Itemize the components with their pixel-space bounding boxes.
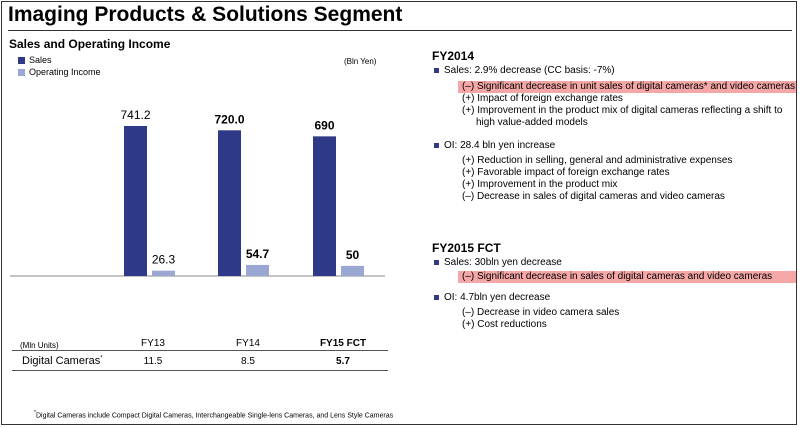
bar-sales-fy15-fct: [313, 136, 336, 276]
fy2014-oi-item-2: (+) Favorable impact of foreign exchange…: [462, 167, 670, 178]
fy2014-sales-item-2: (+) Impact of foreign exchange rates: [462, 93, 623, 104]
bar-operating-income-fy15-fct: [341, 265, 364, 276]
fy2014-sales-item-1: (–) Significant decrease in unit sales o…: [458, 81, 796, 93]
table-row-label: Digital Cameras*: [22, 355, 103, 367]
fy2014-oi-item-3: (+) Improvement in the product mix: [462, 179, 618, 190]
bar-sales-fy14: [218, 130, 241, 276]
fy2014-sales-text: Sales: 2.9% decrease (CC basis: -7%): [444, 65, 615, 76]
fy2014-sales-item-3: (+) Improvement in the product mix of di…: [462, 105, 783, 116]
row-label-text: Digital Cameras: [22, 355, 101, 367]
footnote-marker: *: [34, 410, 36, 416]
bullet-icon: [434, 143, 439, 148]
bullet-icon: [434, 295, 439, 300]
footnote-text: Digital Cameras include Compact Digital …: [35, 412, 394, 420]
fy2014-sales-item-4: high value-added models: [476, 117, 588, 128]
table-col-fy14: FY14: [236, 338, 260, 349]
data-label-sales-fy13: 741.2: [120, 108, 150, 122]
legend-label-operating-income: Operating Income: [29, 67, 101, 77]
table-cell-fy14: 8.5: [241, 356, 255, 367]
fy2015-sales-bullet: Sales: 30bln yen decrease: [434, 257, 562, 268]
table-cell-fy13: 11.5: [143, 356, 163, 367]
data-label-operating-income-fy14: 54.7: [246, 247, 270, 261]
legend-label-sales: Sales: [29, 55, 52, 65]
fy2014-title: FY2014: [432, 49, 475, 63]
table-col-fy13: FY13: [141, 338, 165, 349]
data-label-sales-fy14: 720.0: [214, 112, 244, 126]
bar-sales-fy13: [124, 126, 147, 276]
legend-operating-income: Operating Income: [18, 67, 101, 77]
chart-unit-label: (Bln Yen): [344, 57, 377, 66]
fy2014-oi-text: OI: 28.4 bln yen increase: [444, 140, 556, 151]
chart-title: Sales and Operating Income: [9, 37, 171, 51]
table-col-fy15-fct: FY15 FCT: [319, 338, 367, 349]
fy2015-sales-text: Sales: 30bln yen decrease: [444, 257, 562, 268]
bar-operating-income-fy14: [246, 264, 269, 276]
title-divider: [8, 30, 792, 31]
bar-operating-income-fy13: [152, 270, 175, 276]
bullet-icon: [434, 68, 439, 73]
legend-swatch-sales: [18, 56, 25, 64]
fy2015-oi-bullet: OI: 4.7bln yen decrease: [434, 292, 550, 303]
fy2015-title: FY2015 FCT: [432, 241, 501, 255]
fy2014-oi-item-1: (+) Reduction in selling, general and ad…: [462, 155, 733, 166]
data-label-sales-fy15-fct: 690: [314, 118, 334, 132]
data-label-operating-income-fy13: 26.3: [152, 253, 176, 267]
page-title: Imaging Products & Solutions Segment: [8, 3, 403, 26]
footnote: *Digital Cameras include Compact Digital…: [34, 410, 393, 419]
fy2015-oi-item-2: (+) Cost reductions: [462, 319, 547, 330]
fy2014-sales-bullet: Sales: 2.9% decrease (CC basis: -7%): [434, 65, 615, 76]
table-rule-bottom: [12, 370, 388, 371]
table-cell-fy15-fct: 5.7: [336, 356, 350, 367]
fy2015-sales-item-1: (–) Significant decrease in sales of dig…: [458, 271, 796, 283]
bullet-icon: [434, 260, 439, 265]
row-label-marker: *: [100, 355, 103, 362]
legend-sales: Sales: [18, 55, 52, 65]
data-label-operating-income-fy15-fct: 50: [346, 248, 360, 262]
table-rule-top: [12, 350, 388, 351]
table-units-label: (Mln Units): [20, 341, 59, 350]
fy2014-oi-item-4: (–) Decrease in sales of digital cameras…: [462, 191, 725, 202]
fy2014-oi-bullet: OI: 28.4 bln yen increase: [434, 140, 555, 151]
legend-swatch-operating-income: [18, 68, 25, 76]
fy2015-oi-text: OI: 4.7bln yen decrease: [444, 292, 551, 303]
fy2015-oi-item-1: (–) Decrease in video camera sales: [462, 307, 620, 318]
